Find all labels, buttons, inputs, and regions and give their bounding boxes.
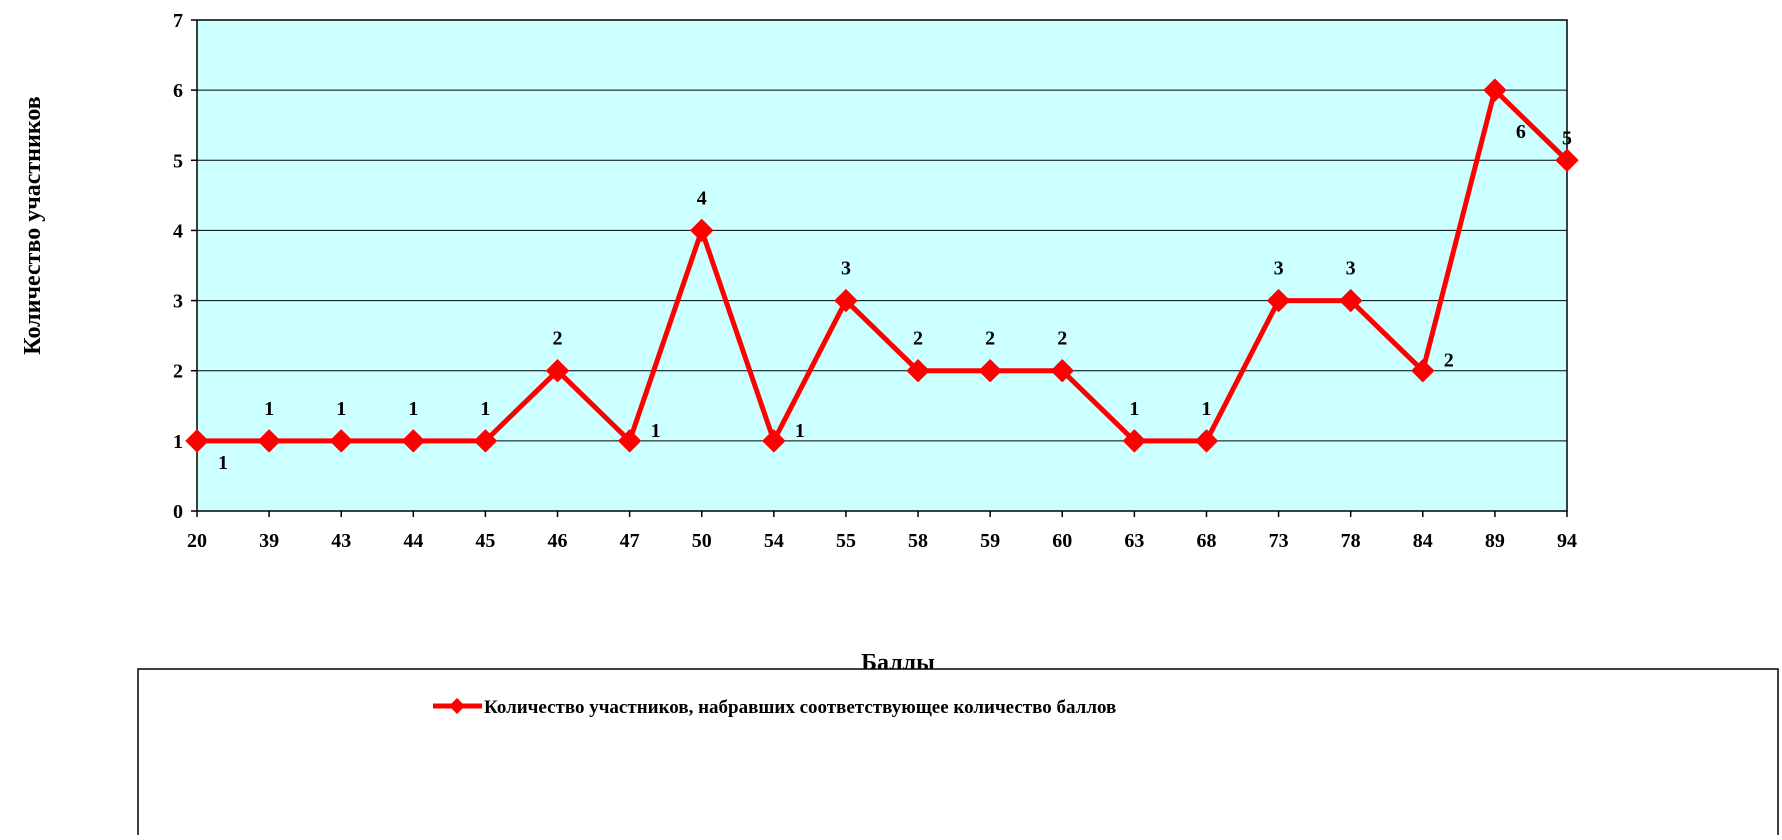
y-tick-label: 6: [173, 80, 183, 102]
x-tick-label: 63: [1124, 530, 1144, 552]
x-tick-label: 58: [908, 530, 928, 552]
data-label: 2: [1057, 328, 1067, 350]
x-tick-label: 46: [548, 530, 568, 552]
data-label: 1: [480, 398, 490, 420]
data-point-marker: [257, 429, 281, 453]
data-point-marker: [978, 359, 1002, 383]
data-point-marker: [762, 429, 786, 453]
legend-box: [137, 668, 1779, 840]
x-tick-label: 47: [620, 530, 640, 552]
data-label: 1: [795, 420, 805, 442]
plot-area: [196, 19, 1568, 512]
x-tick-label: 55: [836, 530, 856, 552]
x-tick-label: 89: [1485, 530, 1505, 552]
x-tick-label: 54: [764, 530, 784, 552]
data-label: 1: [336, 398, 346, 420]
legend-label: Количество участников, набравших соответ…: [484, 697, 1116, 718]
data-label: 2: [913, 328, 923, 350]
data-label: 3: [1346, 258, 1356, 280]
y-tick-label: 4: [173, 220, 183, 242]
data-label: 5: [1562, 127, 1572, 149]
series-line: [197, 85, 1569, 448]
data-label: 3: [1274, 258, 1284, 280]
x-axis-ticks: 20 39 43 44 45 46 47 50 54 55 58 59 60 63 68 73 78 84 89 94: [187, 511, 1577, 552]
y-tick-label: 5: [173, 150, 183, 172]
x-tick-label: 84: [1413, 530, 1433, 552]
data-label: 2: [553, 328, 563, 350]
data-label: 6: [1516, 121, 1526, 143]
data-label: 1: [651, 420, 661, 442]
data-point-marker: [906, 359, 930, 383]
data-point-marker: [1555, 148, 1579, 172]
x-tick-label: 45: [475, 530, 495, 552]
data-labels: 1 1 1 1 1 2 1 4 1 3 2 2 2 1 1 3 3 2 6 5: [218, 121, 1572, 474]
data-point-marker: [329, 429, 353, 453]
y-tick-label: 0: [173, 501, 183, 523]
x-tick-label: 94: [1557, 530, 1577, 552]
data-point-marker: [401, 429, 426, 453]
data-point-marker: [1050, 359, 1074, 383]
x-tick-label: 44: [403, 530, 423, 552]
data-label: 1: [1129, 398, 1139, 420]
data-label: 1: [1201, 398, 1211, 420]
y-axis-ticks: 0 1 2 3 4 5 6 7: [173, 10, 197, 523]
data-point-marker: [1483, 78, 1507, 102]
x-tick-label: 68: [1196, 530, 1216, 552]
data-point-marker: [617, 429, 642, 453]
data-label: 4: [697, 187, 707, 209]
x-tick-label: 59: [980, 530, 1000, 552]
data-label: 2: [1444, 350, 1454, 372]
x-tick-label: 43: [331, 530, 351, 552]
x-tick-label: 39: [259, 530, 279, 552]
data-point-marker: [1338, 288, 1363, 313]
data-label: 3: [841, 258, 851, 280]
series-markers: [185, 78, 1579, 453]
x-tick-label: 20: [187, 530, 207, 552]
data-point-marker: [1194, 429, 1219, 453]
y-tick-label: 2: [173, 361, 183, 383]
y-tick-label: 3: [173, 291, 183, 313]
y-tick-label: 7: [173, 10, 183, 32]
data-label: 2: [985, 328, 995, 350]
data-point-marker: [473, 429, 498, 453]
legend-marker-icon: [449, 698, 465, 714]
data-point-marker: [1122, 429, 1147, 453]
x-tick-label: 50: [692, 530, 712, 552]
x-tick-label: 78: [1341, 530, 1361, 552]
data-label: 1: [264, 398, 274, 420]
x-tick-label: 73: [1269, 530, 1289, 552]
data-point-marker: [834, 288, 858, 313]
y-tick-label: 1: [173, 431, 183, 453]
data-point-marker: [1266, 288, 1291, 313]
grid-lines: [197, 89, 1567, 442]
y-axis-title: Количество участников: [20, 96, 46, 354]
data-label: 1: [218, 452, 228, 474]
legend: Количество участников, набравших соответ…: [137, 668, 1779, 840]
data-point-marker: [545, 359, 570, 383]
data-point-marker: [185, 429, 209, 453]
data-label: 1: [408, 398, 418, 420]
data-point-marker: [690, 218, 714, 243]
data-point-marker: [1411, 359, 1435, 383]
x-tick-label: 60: [1052, 530, 1072, 552]
